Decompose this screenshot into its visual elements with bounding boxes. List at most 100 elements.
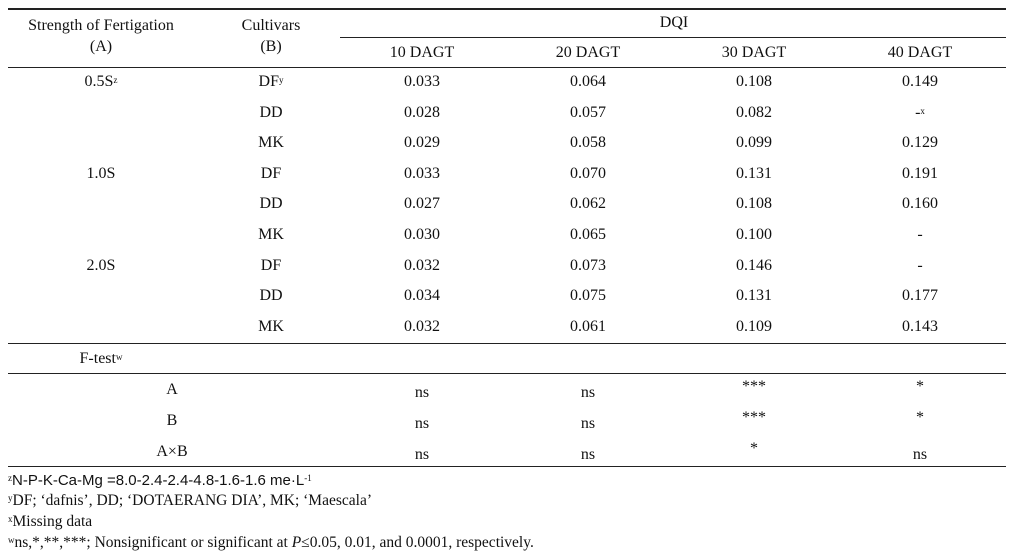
- dqi-value: 0.058: [570, 134, 606, 151]
- dqi-value-cell: 0.131: [736, 287, 772, 305]
- dqi-value-cell: -: [917, 226, 922, 244]
- footnote-w-text-a: ns,*,**,***; Nonsignificant or significa…: [14, 534, 292, 551]
- footnote-z-mark: z: [8, 473, 12, 483]
- dqi-value: 0.177: [902, 287, 938, 304]
- data-bottom-rule: [8, 343, 1006, 344]
- dqi-underline: [340, 37, 1006, 38]
- dqi-value-cell: 0.099: [736, 134, 772, 152]
- footnote-z: zN-P-K-Ca-Mg =8.0-2.4-2.4-4.8-1.6-1.6 me…: [8, 472, 312, 490]
- dqi-value: -: [915, 104, 921, 121]
- dqi-value: 0.149: [902, 73, 938, 90]
- missing-data-mark: x: [920, 106, 925, 116]
- dqi-value: 0.028: [404, 104, 440, 121]
- dqi-value: 0.030: [404, 226, 440, 243]
- footnote-x-text: Missing data: [12, 513, 93, 530]
- ftest-factor: A: [166, 381, 178, 398]
- ftest-rule: [8, 373, 1006, 374]
- dqi-value-cell: -: [917, 257, 922, 275]
- dqi-value: 0.033: [404, 73, 440, 90]
- dqi-value: 0.057: [570, 104, 606, 121]
- cultivar-cell: DD: [259, 287, 282, 305]
- dqi-value: 0.082: [736, 104, 772, 121]
- dqi-value: 0.062: [570, 195, 606, 212]
- dqi-value-cell: 0.073: [570, 257, 606, 275]
- ftest-significance: ns: [414, 446, 430, 463]
- dqi-value: 0.100: [736, 226, 772, 243]
- dqi-value-cell: 0.034: [404, 287, 440, 305]
- ftest-significance: ns: [912, 446, 928, 463]
- day-header-40: 40 DAGT: [887, 44, 953, 61]
- strength-footnote-mark: z: [113, 75, 118, 85]
- dqi-value-cell: 0.149: [902, 73, 938, 91]
- col-b-header-line1: Cultivars: [241, 17, 301, 34]
- footnote-y-text: DF; ‘dafnis’, DD; ‘DOTAERANG DIA’, MK; ‘…: [12, 492, 373, 509]
- header-bottom-rule: [8, 67, 1006, 68]
- ftest-significance: ns: [580, 446, 596, 463]
- dqi-value: 0.073: [570, 257, 606, 274]
- dqi-value-cell: 0.062: [570, 195, 606, 213]
- strength-cell: 2.0S: [87, 257, 116, 275]
- top-rule: [8, 8, 1006, 10]
- ftest-significance: ns: [580, 384, 596, 401]
- strength-cell: 1.0S: [87, 165, 116, 183]
- cultivar-value: DD: [259, 104, 283, 121]
- dqi-value-cell: 0.143: [902, 318, 938, 336]
- cultivar-cell: DF: [261, 165, 281, 183]
- ftest-significance: ***: [742, 378, 766, 395]
- dqi-value-cell: 0.191: [902, 165, 938, 183]
- day-header-30: 30 DAGT: [721, 44, 787, 61]
- col-a-header-line2: (A): [89, 38, 113, 55]
- dqi-value: 0.065: [570, 226, 606, 243]
- dqi-value-cell: 0.070: [570, 165, 606, 183]
- dqi-value: 0.146: [736, 257, 772, 274]
- strength-value: 0.5S: [84, 73, 114, 90]
- ftest-significance: ns: [414, 384, 430, 401]
- dqi-value-cell: 0.032: [404, 257, 440, 275]
- footnote-w-text-b: ≤0.05, 0.01, and 0.0001, respectively.: [301, 534, 534, 551]
- footnote-z-text: N-P-K-Ca-Mg =8.0-2.4-2.4-4.8-1.6-1.6 me·…: [12, 472, 305, 489]
- dqi-value: 0.070: [570, 165, 606, 182]
- strength-cell: 0.5Sz: [85, 73, 118, 91]
- dqi-value: 0.108: [736, 73, 772, 90]
- dqi-value-cell: 0.100: [736, 226, 772, 244]
- dqi-value: 0.064: [570, 73, 606, 90]
- ftest-significance: *: [916, 378, 924, 395]
- dqi-value: 0.061: [570, 318, 606, 335]
- footnote-w-mark: w: [8, 535, 15, 545]
- footnote-w-p: P: [291, 534, 302, 551]
- cultivar-value: DD: [259, 287, 283, 304]
- dqi-value-cell: 0.108: [736, 195, 772, 213]
- dqi-value: -: [917, 226, 923, 243]
- dqi-value: 0.027: [404, 195, 440, 212]
- dqi-value-cell: -x: [915, 104, 925, 122]
- cultivar-cell: MK: [258, 318, 284, 336]
- dqi-value: 0.129: [902, 134, 938, 151]
- col-a-header-line1: Strength of Fertigation: [28, 17, 174, 34]
- day-header-20: 20 DAGT: [555, 44, 621, 61]
- cultivar-value: DD: [259, 195, 283, 212]
- dqi-value: 0.029: [404, 134, 440, 151]
- day-header-10: 10 DAGT: [389, 44, 455, 61]
- dqi-value: 0.032: [404, 257, 440, 274]
- dqi-value-cell: 0.029: [404, 134, 440, 152]
- dqi-value: 0.131: [736, 287, 772, 304]
- dqi-value-cell: 0.057: [570, 104, 606, 122]
- dqi-value-cell: 0.108: [736, 73, 772, 91]
- dqi-value: 0.143: [902, 318, 938, 335]
- cultivar-cell: DD: [259, 104, 282, 122]
- ftest-significance: *: [750, 440, 758, 457]
- dqi-value: 0.160: [902, 195, 938, 212]
- dqi-value-cell: 0.075: [570, 287, 606, 305]
- dqi-value-cell: 0.082: [736, 104, 772, 122]
- dqi-value-cell: 0.027: [404, 195, 440, 213]
- cultivar-value: DF: [260, 165, 282, 182]
- dqi-value: 0.108: [736, 195, 772, 212]
- cultivar-cell: MK: [258, 134, 284, 152]
- dqi-value-cell: 0.160: [902, 195, 938, 213]
- footnote-y: yDF; ‘dafnis’, DD; ‘DOTAERANG DIA’, MK; …: [8, 492, 372, 510]
- table-bottom-rule: [8, 466, 1006, 467]
- ftest-significance: ns: [414, 415, 430, 432]
- dqi-value-cell: 0.131: [736, 165, 772, 183]
- dqi-group-header: DQI: [659, 14, 689, 31]
- cultivar-value: MK: [258, 318, 284, 335]
